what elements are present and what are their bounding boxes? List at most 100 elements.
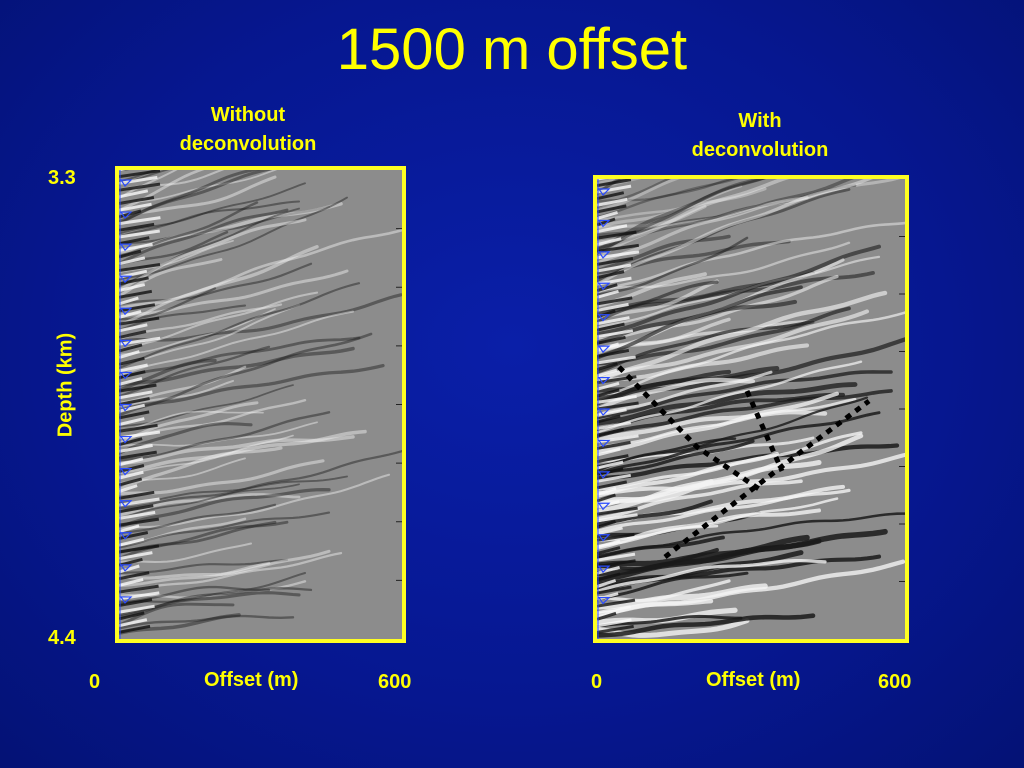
reflection-event bbox=[597, 274, 839, 342]
right-panel-label: With deconvolution bbox=[660, 107, 860, 165]
reflection-event bbox=[597, 369, 732, 406]
near-offset-event bbox=[119, 330, 147, 339]
near-offset-event bbox=[597, 493, 616, 503]
slide-title: 1500 m offset bbox=[336, 17, 688, 82]
near-offset-event bbox=[597, 546, 621, 556]
reflection-event bbox=[119, 332, 373, 417]
reflection-event bbox=[597, 188, 851, 283]
near-offset-event bbox=[119, 430, 161, 440]
reflection-event bbox=[119, 401, 259, 445]
reflection-event bbox=[597, 236, 749, 297]
near-offset-event bbox=[119, 410, 150, 420]
near-offset-event bbox=[597, 506, 638, 516]
near-offset-event bbox=[119, 437, 143, 447]
trace-marker-icon bbox=[597, 219, 611, 228]
reflection-event bbox=[119, 449, 402, 510]
reflection-event bbox=[597, 499, 713, 527]
seismic-section-with-deconvolution bbox=[593, 175, 909, 643]
reflection-event bbox=[597, 599, 714, 621]
reflection-event bbox=[119, 446, 283, 492]
reflection-event bbox=[119, 262, 313, 306]
trace-marker-icon bbox=[119, 275, 133, 284]
reflection-event bbox=[597, 451, 780, 499]
trace-marker-icon bbox=[119, 339, 133, 348]
near-offset-event bbox=[119, 564, 140, 574]
reflection-event bbox=[597, 280, 719, 324]
reflection-event bbox=[119, 170, 278, 205]
near-offset-event bbox=[119, 544, 160, 554]
reflection-event bbox=[597, 239, 791, 275]
near-offset-event bbox=[119, 423, 158, 433]
near-offset-event bbox=[119, 276, 149, 286]
left-x-axis-label: Offset (m) bbox=[204, 669, 299, 691]
reflection-event bbox=[119, 591, 301, 619]
near-offset-event bbox=[597, 256, 634, 266]
reflection-event bbox=[119, 308, 276, 356]
near-offset-event bbox=[119, 577, 144, 587]
trace-marker-icon bbox=[597, 534, 611, 542]
near-offset-event bbox=[597, 427, 624, 437]
near-offset-event bbox=[119, 604, 155, 614]
near-offset-event bbox=[597, 362, 618, 372]
near-offset-event bbox=[119, 189, 149, 199]
near-offset-event bbox=[597, 394, 637, 404]
trace-marker-icon bbox=[119, 596, 133, 604]
near-offset-event bbox=[597, 388, 620, 398]
near-offset-event bbox=[597, 552, 636, 562]
reflection-event bbox=[597, 410, 828, 443]
near-offset-event bbox=[119, 537, 145, 547]
reflection-event bbox=[119, 269, 349, 317]
near-offset-event bbox=[119, 531, 149, 540]
near-offset-event bbox=[119, 598, 153, 607]
reflection-event bbox=[597, 528, 888, 583]
near-offset-event bbox=[597, 322, 625, 332]
right-panel-label-line1: With bbox=[738, 110, 782, 132]
reflection-event bbox=[119, 410, 264, 433]
near-offset-event bbox=[597, 309, 616, 319]
reflection-event bbox=[119, 358, 217, 393]
near-offset-event bbox=[119, 611, 145, 621]
near-offset-event bbox=[119, 370, 146, 380]
reflection-event bbox=[597, 508, 821, 550]
near-offset-event bbox=[597, 447, 621, 457]
reflection-event bbox=[119, 363, 385, 413]
reflection-event bbox=[119, 282, 361, 369]
reflection-event bbox=[119, 202, 343, 254]
trace-marker-icon bbox=[119, 532, 133, 540]
left-x-axis-min: 0 bbox=[89, 671, 101, 693]
near-offset-event bbox=[119, 470, 144, 480]
near-offset-event bbox=[597, 329, 634, 339]
trace-marker-icon bbox=[119, 435, 133, 444]
near-offset-event bbox=[119, 551, 153, 561]
reflection-event bbox=[119, 218, 307, 292]
near-offset-event bbox=[597, 250, 640, 260]
reflection-event bbox=[119, 182, 306, 235]
near-offset-event bbox=[597, 519, 616, 529]
reflection-event bbox=[597, 179, 622, 196]
near-offset-event bbox=[119, 202, 152, 212]
near-offset-event bbox=[119, 390, 153, 400]
near-offset-event bbox=[597, 316, 630, 326]
reflection-event bbox=[119, 422, 253, 455]
near-offset-event bbox=[119, 236, 150, 246]
seismic-section-without-deconvolution bbox=[115, 166, 406, 643]
near-offset-event bbox=[597, 355, 636, 365]
near-offset-event bbox=[597, 592, 619, 602]
trace-marker-icon bbox=[597, 188, 611, 196]
near-offset-event bbox=[119, 477, 143, 487]
reflection-event bbox=[597, 179, 854, 238]
trace-marker-icon bbox=[119, 564, 133, 572]
reflection-event bbox=[119, 229, 402, 327]
near-offset-event bbox=[119, 175, 158, 185]
near-offset-event bbox=[597, 618, 632, 628]
near-offset-event bbox=[597, 565, 621, 575]
near-offset-event bbox=[597, 296, 633, 306]
near-offset-event bbox=[597, 179, 632, 188]
reflection-event bbox=[119, 196, 348, 281]
reflection-event bbox=[597, 411, 881, 476]
reflection-event bbox=[597, 184, 743, 222]
trace-marker-icon bbox=[597, 565, 611, 574]
near-offset-event bbox=[119, 450, 157, 460]
near-offset-event bbox=[119, 309, 142, 319]
reflection-event bbox=[597, 179, 873, 286]
